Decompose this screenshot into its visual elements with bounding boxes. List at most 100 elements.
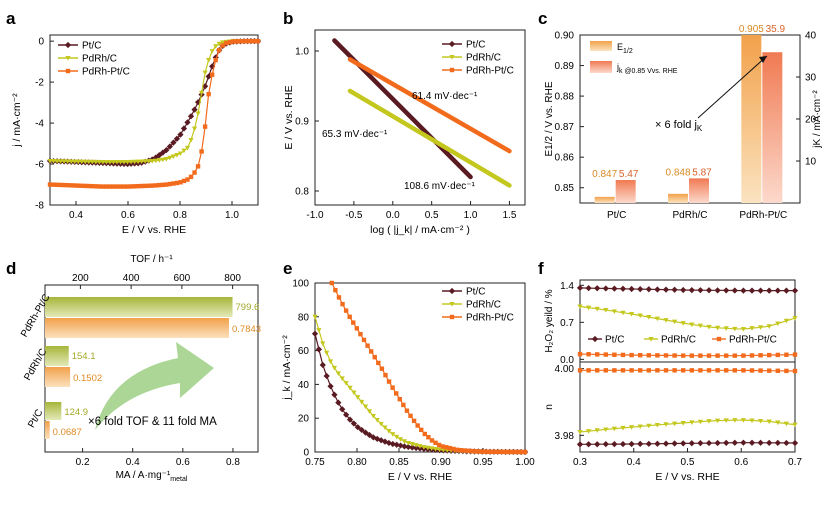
h2o2-series-1-point bbox=[603, 308, 609, 313]
n-series-2-point bbox=[595, 368, 600, 373]
legend-label: PdRh-Pt/C bbox=[466, 313, 514, 324]
panel-label-b: b bbox=[283, 9, 293, 28]
n-series-0-point bbox=[705, 439, 713, 447]
y-axis-label: -2 bbox=[35, 78, 44, 89]
series-2-point bbox=[142, 183, 148, 189]
series-1-point bbox=[121, 159, 127, 165]
n-series-1-point bbox=[758, 418, 764, 424]
slope-annotation: 108.6 mV·dec⁻¹ bbox=[404, 181, 476, 192]
n-series-2-point bbox=[689, 368, 694, 373]
series-2-point bbox=[90, 183, 95, 189]
x-axis-label: 0.0 bbox=[386, 210, 400, 221]
series-1-point bbox=[75, 159, 81, 165]
series-2-point bbox=[245, 38, 250, 44]
series-1-point bbox=[359, 399, 365, 405]
x-axis-title: log ( |j_k| / mA·cm⁻² ) bbox=[370, 224, 470, 236]
panel-label-a: a bbox=[6, 9, 16, 28]
n-series-0-point bbox=[697, 440, 704, 447]
series-2-point bbox=[139, 183, 144, 189]
series-2-point bbox=[340, 301, 345, 307]
n-series-2-point bbox=[698, 368, 703, 373]
series-1-point bbox=[351, 390, 357, 396]
x-axis-label: 0.80 bbox=[347, 457, 367, 468]
series-2-point bbox=[114, 184, 120, 189]
series-1-point bbox=[362, 404, 369, 410]
series-2-point bbox=[100, 184, 106, 189]
n-series-0-point bbox=[774, 439, 781, 447]
plot-frame bbox=[49, 34, 259, 206]
x-axis-label: 1.00 bbox=[515, 457, 535, 468]
y-top-axis-label: 0.0 bbox=[560, 355, 574, 366]
series-2-point bbox=[185, 177, 190, 182]
plot-frame-top bbox=[579, 279, 796, 363]
n-series-1-point bbox=[689, 420, 695, 425]
series-2-point bbox=[54, 182, 60, 187]
h2o2-series-2-point bbox=[612, 352, 617, 357]
bar-ma bbox=[45, 421, 50, 439]
series-0-point bbox=[315, 346, 323, 353]
h2o2-series-1-point bbox=[611, 309, 617, 314]
h2o2-series-1-point bbox=[723, 326, 729, 331]
series-2-point bbox=[383, 372, 388, 378]
series-2-point bbox=[255, 38, 261, 44]
x-top-axis-label: 600 bbox=[174, 273, 191, 284]
series-2-point bbox=[195, 164, 201, 169]
series-2-point bbox=[213, 57, 218, 63]
series-1-point bbox=[195, 111, 201, 117]
y-axis-label: 0 bbox=[38, 37, 44, 48]
panel-d: 200 400 600 800 0.2 0.4 0.6 0.8 TOF / h⁻¹ MA / A·… bbox=[19, 254, 261, 483]
n-series-0-point bbox=[628, 440, 635, 448]
h2o2-series-1-point bbox=[577, 304, 583, 310]
h2o2-series-0-point bbox=[602, 285, 609, 292]
series-1-point bbox=[397, 437, 404, 442]
n-series-1-point bbox=[629, 425, 635, 430]
y-right-axis-label: 40 bbox=[805, 31, 817, 42]
bar-label-ma: 0.1502 bbox=[73, 373, 102, 384]
panel-b: -1.0 -0.5 0.0 0.5 1.0 1.5 1.0 0.9 0.8 log ( |j_k|… bbox=[283, 29, 526, 236]
plot-frame-bottom bbox=[579, 361, 796, 453]
n-series-1-point bbox=[706, 419, 712, 424]
series-2-point bbox=[153, 183, 158, 188]
n-series-2-point bbox=[577, 368, 583, 373]
series-2-point bbox=[436, 442, 442, 448]
series-1-point bbox=[163, 157, 169, 162]
series-0-point bbox=[323, 372, 330, 380]
x-axis-label: 0.4 bbox=[69, 210, 83, 221]
series-2-point bbox=[365, 343, 370, 348]
series-1-point bbox=[72, 159, 78, 165]
series-2-point bbox=[93, 184, 99, 189]
series-0-point bbox=[191, 106, 198, 113]
series-2-point bbox=[419, 427, 424, 433]
series-1-point bbox=[57, 159, 64, 164]
x-bottom-axis-label: 0.2 bbox=[76, 457, 90, 468]
series-2-point bbox=[150, 183, 155, 188]
y-axis-label: -4 bbox=[35, 119, 44, 130]
h2o2-series-0-point bbox=[671, 286, 678, 293]
h2o2-series-2-point bbox=[689, 353, 694, 358]
series-1-point bbox=[174, 153, 180, 158]
h2o2-series-1-point bbox=[637, 313, 643, 319]
series-2-point bbox=[454, 447, 460, 452]
h2o2-series-2-point bbox=[655, 353, 660, 358]
series-1-point bbox=[421, 445, 427, 450]
bar-tof bbox=[45, 402, 62, 420]
h2o2-series-0-point bbox=[585, 284, 592, 292]
x-bottom-axis-label: 0.8 bbox=[226, 457, 240, 468]
y-right-axis-label: 20 bbox=[805, 115, 817, 126]
h2o2-series-1-point bbox=[792, 316, 798, 321]
n-series-0-point bbox=[783, 439, 790, 447]
series-2-point bbox=[171, 181, 176, 186]
legend-label-e12: E1/2 bbox=[617, 42, 633, 55]
series-1-point bbox=[374, 417, 380, 423]
h2o2-series-2-point bbox=[603, 352, 608, 357]
series-2-point bbox=[479, 449, 485, 454]
x-top-axis-label: 400 bbox=[123, 273, 140, 284]
series-2-point bbox=[376, 360, 381, 366]
series-1-point bbox=[79, 159, 85, 165]
n-series-0-point bbox=[611, 441, 618, 448]
series-2-point bbox=[83, 183, 88, 189]
n-series-0-point bbox=[671, 440, 678, 447]
series-0-point bbox=[362, 429, 369, 436]
series-0-point bbox=[170, 139, 177, 146]
n-series-1-point bbox=[792, 422, 798, 428]
